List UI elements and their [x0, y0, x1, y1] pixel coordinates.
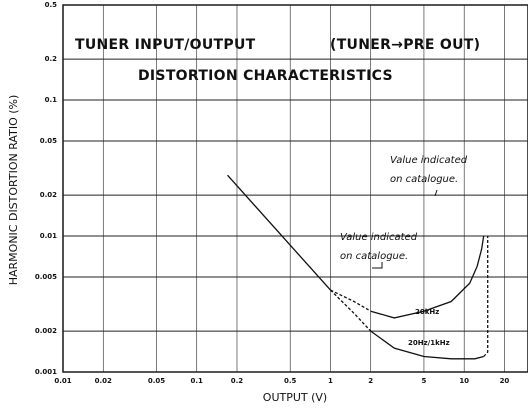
y-tick-label: 0.01 — [40, 232, 57, 240]
line-series — [227, 174, 331, 291]
y-tick-label: 0.2 — [45, 55, 58, 63]
x-tick-label: 1 — [328, 377, 333, 385]
y-tick-label: 0.05 — [40, 137, 57, 145]
x-tick-label: 0.02 — [95, 377, 112, 385]
x-tick-label: 10 — [459, 377, 469, 385]
chart-title: TUNER INPUT/OUTPUT — [75, 37, 256, 53]
y-tick-label: 0.02 — [40, 191, 57, 199]
annotation: on catalogue. — [390, 174, 458, 185]
line-series — [370, 330, 484, 360]
y-tick-label: 0.1 — [45, 96, 58, 104]
y-tick-label: 0.005 — [35, 273, 57, 281]
x-axis-label: OUTPUT (V) — [263, 391, 327, 404]
series-label: 20Hz/1kHz — [408, 339, 450, 347]
x-tick-label: 2 — [368, 377, 373, 385]
chart-subtitle: (TUNER→PRE OUT) — [330, 37, 480, 53]
annotation: on catalogue. — [340, 251, 408, 262]
line-series — [483, 236, 489, 357]
x-tick-label: 0.01 — [54, 377, 71, 385]
annotation: Value indicated — [390, 155, 468, 166]
annotation-arrow — [434, 189, 438, 197]
line-series — [330, 289, 372, 332]
plot-frame — [62, 4, 528, 373]
x-tick-label: 0.05 — [148, 377, 165, 385]
series-label: 20kHz — [415, 308, 439, 316]
chart-title: DISTORTION CHARACTERISTICS — [138, 68, 393, 84]
y-axis-label: HARMONIC DISTORTION RATIO (%) — [7, 95, 20, 286]
line-series — [330, 289, 372, 312]
x-tick-label: 0.5 — [284, 377, 297, 385]
y-tick-label: 0.002 — [35, 327, 57, 335]
x-tick-label: 5 — [421, 377, 426, 385]
x-tick-label: 0.1 — [191, 377, 204, 385]
x-tick-label: 20 — [500, 377, 510, 385]
y-tick-label: 0.001 — [35, 368, 57, 376]
annotation: Value indicated — [340, 232, 418, 243]
line-series — [370, 235, 485, 319]
x-tick-label: 0.2 — [231, 377, 244, 385]
y-tick-label: 0.5 — [45, 1, 58, 9]
annotation-arrow — [372, 262, 383, 269]
